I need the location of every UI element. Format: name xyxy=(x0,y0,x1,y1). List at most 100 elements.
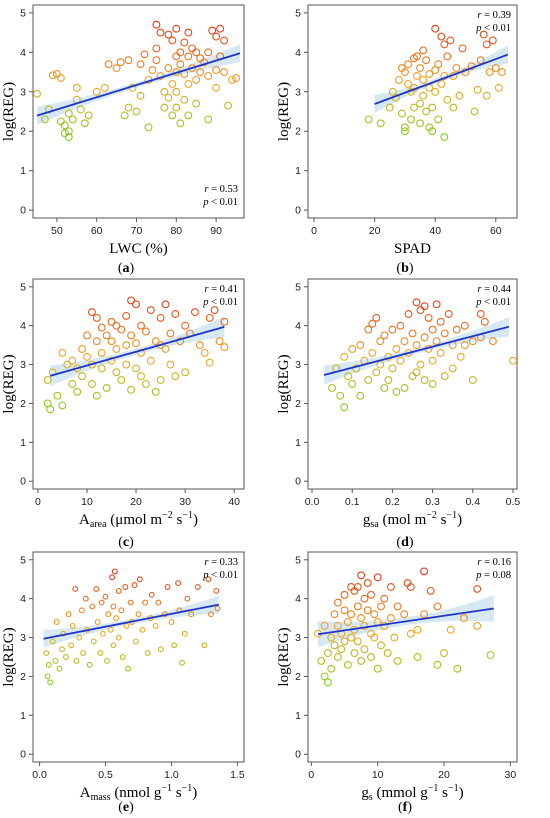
data-point xyxy=(390,633,399,642)
data-point xyxy=(363,579,372,588)
y-tick-label: 4 xyxy=(295,593,301,605)
data-point xyxy=(110,603,117,610)
data-point xyxy=(212,83,221,92)
data-point xyxy=(482,91,491,100)
data-point xyxy=(148,66,157,75)
data-point xyxy=(168,36,177,45)
data-point xyxy=(412,341,421,350)
data-point xyxy=(412,368,421,377)
y-axis-label: log(REG) xyxy=(276,82,292,141)
data-point xyxy=(92,391,101,400)
data-point xyxy=(60,129,69,138)
data-point xyxy=(372,313,381,322)
data-point xyxy=(176,337,185,346)
data-point xyxy=(494,83,503,92)
data-point xyxy=(408,329,417,338)
data-point xyxy=(122,341,131,350)
data-point xyxy=(87,308,96,317)
data-point xyxy=(214,605,221,612)
data-point xyxy=(353,602,362,611)
data-point xyxy=(117,376,126,385)
x-tick-label: 0 xyxy=(308,769,314,781)
x-tick-label: 70 xyxy=(131,225,143,237)
data-point xyxy=(340,637,349,646)
y-axis-label: log(REG) xyxy=(1,354,17,413)
data-point xyxy=(136,576,143,583)
regression-line xyxy=(374,53,509,105)
y-tick-label: 2 xyxy=(20,398,26,410)
data-point xyxy=(49,638,56,645)
data-point xyxy=(64,127,73,136)
y-tick-label: 0 xyxy=(295,205,301,217)
data-point xyxy=(360,621,369,630)
data-point xyxy=(73,657,80,664)
x-axis-label: LWC (%) xyxy=(109,241,167,257)
data-point xyxy=(172,52,181,61)
data-point xyxy=(407,115,415,124)
data-point xyxy=(419,91,428,100)
data-point xyxy=(180,95,189,104)
data-point xyxy=(482,40,491,49)
data-point xyxy=(386,614,395,623)
data-point xyxy=(425,70,434,78)
panel-label: (a) xyxy=(118,261,135,276)
data-point xyxy=(344,372,353,381)
data-point xyxy=(317,656,326,665)
data-point xyxy=(92,313,101,322)
data-point xyxy=(320,672,329,681)
data-point xyxy=(48,71,57,80)
x-tick-label: 30 xyxy=(505,769,517,781)
data-point xyxy=(224,101,233,110)
data-point xyxy=(444,310,453,318)
data-point xyxy=(176,60,185,69)
data-point xyxy=(59,646,65,653)
data-point xyxy=(373,664,382,673)
data-point xyxy=(428,103,437,112)
data-point xyxy=(166,329,175,338)
x-tick-label: 20 xyxy=(438,769,450,781)
data-point xyxy=(137,372,145,381)
data-point xyxy=(107,626,114,633)
data-point xyxy=(357,656,366,665)
data-point xyxy=(76,634,83,641)
data-point xyxy=(83,352,91,361)
data-point xyxy=(152,622,159,629)
data-point xyxy=(364,325,373,334)
data-point xyxy=(160,103,169,112)
data-point xyxy=(436,317,445,326)
data-point xyxy=(97,650,104,657)
data-point xyxy=(205,576,212,583)
data-point xyxy=(58,401,67,410)
data-point xyxy=(419,46,428,55)
data-point xyxy=(155,599,162,606)
data-point xyxy=(123,622,130,629)
data-point xyxy=(468,376,477,385)
data-point xyxy=(340,403,349,412)
data-point xyxy=(419,75,428,84)
x-tick-label: 10 xyxy=(372,769,384,781)
r-value: r = 0.39 xyxy=(477,10,511,21)
data-point xyxy=(370,633,379,642)
data-point xyxy=(156,28,165,37)
data-point xyxy=(92,87,101,96)
data-point xyxy=(68,356,77,365)
data-point xyxy=(422,107,431,116)
panel-f: 0 1 2 3 4 5 0 10 20 30 log(REG) gs (mmol g−1 s−1) r … xyxy=(276,551,518,815)
data-point xyxy=(168,111,177,120)
data-point xyxy=(164,30,173,39)
data-point xyxy=(64,109,73,118)
data-point xyxy=(56,74,65,82)
data-point xyxy=(428,127,437,136)
y-tick-label: 1 xyxy=(20,165,26,177)
x-tick-label: 1.0 xyxy=(164,769,179,781)
data-point xyxy=(473,85,482,94)
data-point xyxy=(213,587,220,594)
data-point xyxy=(68,642,75,649)
data-point xyxy=(188,44,197,53)
data-point xyxy=(436,348,445,357)
data-point xyxy=(100,83,109,92)
data-point xyxy=(357,614,366,623)
data-point xyxy=(328,383,337,392)
data-point xyxy=(376,337,385,346)
data-point xyxy=(105,611,112,618)
